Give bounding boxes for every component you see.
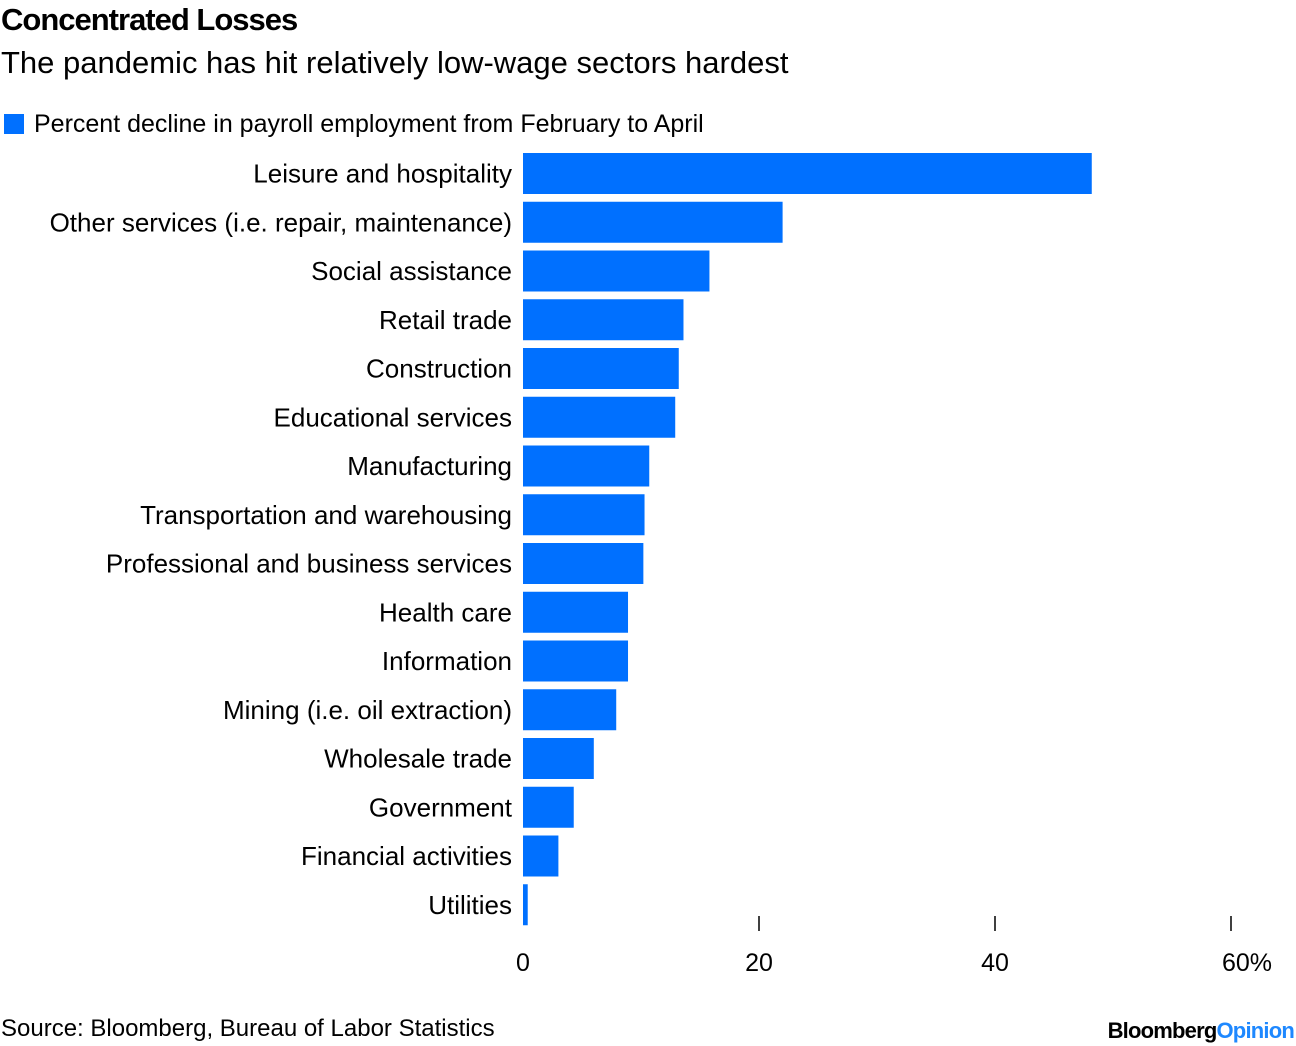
bar-15 [523,884,528,926]
chart-title: Concentrated Losses [1,2,298,37]
bar-1 [523,201,783,243]
category-label: Leisure and hospitality [253,159,512,189]
category-label: Utilities [428,890,512,920]
bar-chart: Leisure and hospitality Other services (i… [50,153,1272,977]
x-tick-label: 0 [516,949,530,977]
legend: Percent decline in payroll employment fr… [4,110,704,138]
x-tick-label: 60% [1222,949,1272,977]
category-label: Wholesale trade [324,744,512,774]
bar-4 [523,348,679,389]
bar-14 [523,835,559,877]
legend-label: Percent decline in payroll employment fr… [34,109,704,138]
bar-2 [523,250,710,292]
bar-11 [523,689,617,731]
legend-swatch [4,114,24,134]
x-tick-label: 20 [745,949,773,977]
bar-3 [523,299,684,341]
category-label: Retail trade [379,305,512,335]
category-label: Construction [366,354,512,384]
x-tick-label: 40 [981,949,1009,977]
bar-7 [523,494,645,536]
bar-13 [523,786,574,828]
bar-5 [523,396,676,438]
category-label: Social assistance [311,256,512,286]
category-label: Other services (i.e. repair, maintenance… [50,207,512,237]
category-label: Government [369,792,513,822]
source-note: Source: Bloomberg, Bureau of Labor Stati… [1,1015,495,1042]
category-label: Information [382,646,512,676]
brand-suffix: Opinion [1216,1018,1295,1043]
category-label: Educational services [274,402,512,432]
category-label: Manufacturing [347,451,512,481]
bar-10 [523,640,629,682]
bar-8 [523,543,644,584]
category-label: Mining (i.e. oil extraction) [223,695,512,725]
category-label: Health care [379,597,512,627]
category-label: Professional and business services [106,549,512,579]
category-label: Transportation and warehousing [140,500,512,530]
bar-9 [523,591,629,633]
bar-0 [523,153,1092,194]
category-label: Financial activities [301,841,512,871]
chart-subtitle: The pandemic has hit relatively low-wage… [1,45,789,80]
brand-name: Bloomberg [1107,1018,1218,1043]
bar-12 [523,738,594,779]
brand-logo: BloombergOpinion [1107,1018,1295,1044]
bar-6 [523,445,650,487]
